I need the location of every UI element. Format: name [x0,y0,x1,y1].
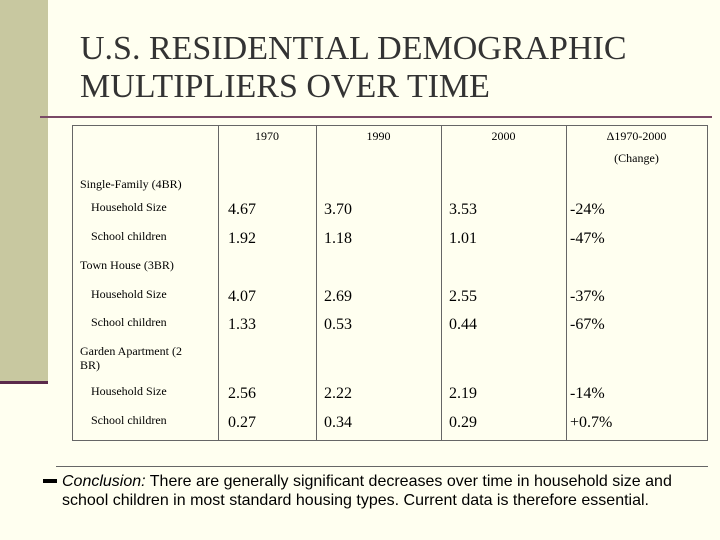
slide-title-line-1: U.S. RESIDENTIAL DEMOGRAPHIC [80,30,627,67]
cell-value: -47% [570,230,605,247]
table-col-divider [441,125,442,441]
group-label-line-1: Garden Apartment (2 [80,344,182,358]
cell-value: 3.70 [324,201,352,218]
cell-value: 0.29 [449,414,477,431]
left-accent-bar [0,0,48,383]
row-label: Household Size [91,384,167,398]
conclusion-rule [56,466,708,467]
cell-value: -14% [570,385,605,402]
cell-value: 1.01 [449,230,477,247]
col-header-change-note: (Change) [614,151,659,165]
table-border-top [72,125,708,126]
table-col-divider [316,125,317,441]
table-col-divider [218,125,219,441]
cell-value: -24% [570,201,605,218]
cell-value: 4.67 [228,201,256,218]
row-label: School children [91,315,167,329]
bullet-icon [43,479,57,483]
col-header-1990: 1990 [366,129,391,143]
row-label: School children [91,413,167,427]
col-header-2000: 2000 [491,129,516,143]
table-border-right [707,125,708,441]
group-label-line-2: BR) [80,358,101,372]
cell-value: 2.69 [324,288,352,305]
row-label: Household Size [91,200,167,214]
table-border-bottom [72,440,708,441]
cell-value: 1.18 [324,230,352,247]
slide-title: U.S. RESIDENTIAL DEMOGRAPHIC MULTIPLIERS… [80,30,700,106]
cell-value: 0.53 [324,316,352,333]
col-header-change: Δ1970-2000 [606,129,667,143]
cell-value: +0.7% [570,414,613,431]
cell-value: 0.27 [228,414,256,431]
group-label-garden-apartment: Garden Apartment (2 BR) [80,344,182,372]
cell-value: 2.55 [449,288,477,305]
table-col-divider [566,125,567,441]
conclusion-body: There are generally significant decrease… [62,473,672,509]
col-header-1970: 1970 [255,129,279,143]
cell-value: 1.33 [228,316,256,333]
table-border-left [72,125,73,441]
cell-value: 2.22 [324,385,352,402]
title-rule [40,116,712,118]
conclusion-text: Conclusion: There are generally signific… [42,473,702,510]
group-label-town-house: Town House (3BR) [80,258,174,272]
conclusion-paragraph: Conclusion: There are generally signific… [42,473,702,510]
cell-value: 0.44 [449,316,477,333]
conclusion-lead: Conclusion: [62,473,146,490]
group-label-single-family: Single-Family (4BR) [80,177,182,191]
cell-value: 2.19 [449,385,477,402]
cell-value: 2.56 [228,385,256,402]
multipliers-table: 1970 1990 2000 Δ1970-2000 (Change) Singl… [72,125,708,441]
slide-title-line-2: MULTIPLIERS OVER TIME [80,68,490,105]
cell-value: 3.53 [449,201,477,218]
left-accent-marker [0,381,48,384]
cell-value: -37% [570,288,605,305]
cell-value: -67% [570,316,605,333]
row-label: School children [91,229,167,243]
cell-value: 0.34 [324,414,352,431]
cell-value: 1.92 [228,230,256,247]
row-label: Household Size [91,287,167,301]
cell-value: 4.07 [228,288,256,305]
